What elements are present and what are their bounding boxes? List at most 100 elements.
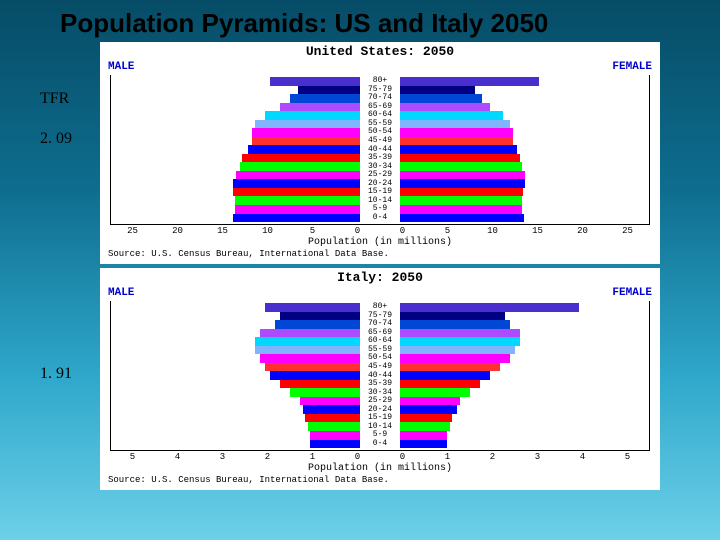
female-label: FEMALE — [612, 287, 652, 299]
male-label: MALE — [108, 61, 134, 73]
bar-male — [233, 188, 360, 197]
xtick: 2 — [470, 452, 515, 462]
bar-male — [310, 431, 360, 440]
bar-male — [260, 354, 360, 363]
bar-female — [400, 431, 447, 440]
bar-male — [303, 405, 360, 414]
bar-male — [280, 380, 360, 389]
italy-xaxis: 543210012345 — [110, 452, 650, 462]
xtick: 1 — [425, 452, 470, 462]
xtick: 25 — [110, 226, 155, 236]
bar-female — [400, 337, 520, 346]
bar-male — [270, 371, 360, 380]
xtick: 2 — [245, 452, 290, 462]
bar-male — [248, 145, 360, 154]
bar-female — [400, 346, 515, 355]
bar-male — [235, 205, 360, 214]
xtick: 15 — [515, 226, 560, 236]
bar-female — [400, 103, 490, 112]
bar-female — [400, 371, 490, 380]
bar-male — [242, 154, 360, 163]
us-xaxis: 25201510500510152025 — [110, 226, 650, 236]
bar-male — [265, 363, 360, 372]
bar-male — [252, 128, 360, 137]
italy-source: Source: U.S. Census Bureau, Internationa… — [100, 474, 660, 487]
bar-female — [400, 162, 522, 171]
bar-male — [305, 414, 360, 423]
xtick: 5 — [290, 226, 335, 236]
female-label: FEMALE — [612, 61, 652, 73]
pyramid-us: United States: 2050 MALE FEMALE 80+75-79… — [100, 42, 660, 264]
bar-male — [290, 388, 360, 397]
italy-title: Italy: 2050 — [100, 268, 660, 287]
bar-female — [400, 320, 510, 329]
age-label: 0-4 — [360, 214, 400, 223]
bar-male — [270, 77, 360, 86]
bar-female — [400, 397, 460, 406]
xtick: 0 — [335, 226, 380, 236]
xtick: 4 — [560, 452, 605, 462]
bar-female — [400, 205, 522, 214]
xtick: 0 — [380, 226, 425, 236]
bar-female — [400, 154, 520, 163]
xtick: 10 — [245, 226, 290, 236]
bar-female — [400, 86, 475, 95]
tfr-us-value: 2. 09 — [40, 130, 72, 148]
male-label: MALE — [108, 287, 134, 299]
xtick: 5 — [425, 226, 470, 236]
bar-female — [400, 303, 579, 312]
age-label: 0-4 — [360, 440, 400, 449]
bar-female — [400, 196, 522, 205]
xtick: 0 — [335, 452, 380, 462]
bar-female — [400, 440, 447, 449]
bar-female — [400, 128, 513, 137]
bar-female — [400, 171, 525, 180]
us-title: United States: 2050 — [100, 42, 660, 61]
xtick: 1 — [290, 452, 335, 462]
us-chart-area: 80+75-7970-7465-6960-6455-5950-5445-4940… — [110, 75, 650, 225]
bar-female — [400, 188, 523, 197]
bar-female — [400, 422, 450, 431]
bar-male — [280, 312, 360, 321]
bar-female — [400, 137, 513, 146]
bar-male — [255, 337, 360, 346]
bar-male — [233, 214, 360, 223]
italy-chart-area: 80+75-7970-7465-6960-6455-5950-5445-4940… — [110, 301, 650, 451]
bar-female — [400, 329, 520, 338]
bar-male — [275, 320, 360, 329]
bar-male — [290, 94, 360, 103]
bar-male — [265, 111, 360, 120]
bar-male — [252, 137, 360, 146]
xtick: 20 — [155, 226, 200, 236]
slide-title: Population Pyramids: US and Italy 2050 — [0, 0, 720, 43]
bar-male — [255, 346, 360, 355]
bar-male — [260, 329, 360, 338]
bar-female — [400, 145, 517, 154]
bar-female — [400, 354, 510, 363]
bar-male — [310, 440, 360, 449]
italy-xlabel: Population (in millions) — [100, 463, 660, 474]
xtick: 5 — [605, 452, 650, 462]
bar-male — [233, 179, 360, 188]
xtick: 3 — [515, 452, 560, 462]
bar-female — [400, 405, 457, 414]
bar-male — [308, 422, 360, 431]
xtick: 15 — [200, 226, 245, 236]
bar-female — [400, 380, 480, 389]
bar-female — [400, 388, 470, 397]
pyramid-italy: Italy: 2050 MALE FEMALE 80+75-7970-7465-… — [100, 268, 660, 490]
xtick: 0 — [380, 452, 425, 462]
bar-male — [255, 120, 360, 129]
bar-male — [298, 86, 360, 95]
bar-female — [400, 312, 505, 321]
bar-female — [400, 120, 510, 129]
age-label: 45-49 — [360, 137, 400, 146]
xtick: 20 — [560, 226, 605, 236]
bar-male — [240, 162, 360, 171]
tfr-italy-value: 1. 91 — [40, 365, 72, 383]
bar-male — [265, 303, 360, 312]
bar-female — [400, 363, 500, 372]
bar-male — [236, 171, 361, 180]
xtick: 5 — [110, 452, 155, 462]
bar-female — [400, 94, 482, 103]
